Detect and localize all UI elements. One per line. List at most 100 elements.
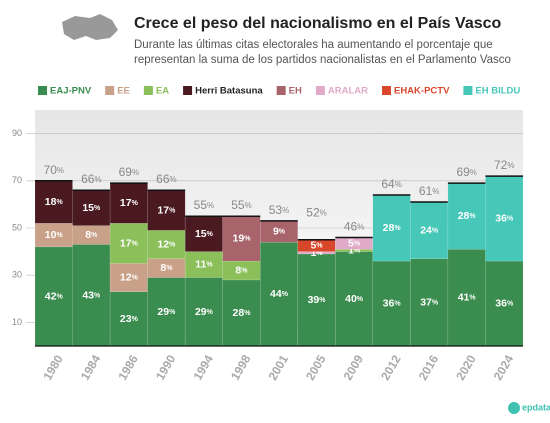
total-label: 46%	[344, 220, 364, 234]
legend-label: EA	[156, 86, 169, 97]
y-tick-label: 90	[12, 128, 22, 138]
map-icon	[62, 14, 118, 40]
value-label: 29%	[195, 306, 214, 318]
value-label: 8%	[85, 229, 98, 241]
bar-segment	[72, 189, 111, 226]
subtitle: representan la suma de los partidos naci…	[134, 54, 511, 66]
value-label: 41%	[458, 291, 477, 303]
x-tick-label: 2005	[303, 352, 329, 382]
legend-label: EHAK-PCTV	[394, 86, 450, 97]
bar-segment	[485, 175, 524, 262]
bar-segment	[147, 189, 186, 231]
legend-label: Herri Batasuna	[195, 86, 263, 97]
y-tick-label: 70	[12, 175, 22, 185]
x-tick-label: 1990	[153, 352, 179, 382]
value-label: 12%	[157, 238, 176, 250]
legend-swatch	[463, 86, 473, 95]
chart-title: Crece el peso del nacionalismo en el Paí…	[134, 15, 502, 32]
total-label: 69%	[456, 165, 476, 179]
value-label: 17%	[157, 204, 176, 216]
value-label: 29%	[157, 306, 176, 318]
x-tick-label: 2024	[491, 352, 517, 382]
x-tick-label: 1980	[40, 352, 66, 382]
y-tick-label: 50	[12, 222, 22, 232]
bar-segment	[485, 260, 524, 347]
legend-swatch	[105, 86, 115, 95]
legend-swatch	[143, 86, 153, 95]
value-label: 17%	[120, 197, 139, 209]
value-label: 36%	[495, 212, 514, 224]
value-label: 17%	[120, 237, 139, 249]
legend-swatch	[381, 86, 391, 95]
bar-segment	[335, 251, 374, 347]
x-tick-label: 1986	[115, 352, 141, 382]
bar-segment	[34, 246, 73, 347]
total-label: 55%	[231, 198, 251, 212]
value-label: 19%	[233, 232, 252, 244]
logo: epdata	[522, 402, 550, 412]
legend-label: EH	[289, 86, 302, 97]
value-label: 5%	[310, 239, 323, 251]
bar-segment	[222, 215, 261, 262]
bar-segment	[147, 230, 186, 259]
value-label: 12%	[120, 271, 139, 283]
value-label: 44%	[270, 288, 289, 300]
x-tick-label: 1998	[228, 352, 254, 382]
bar-segment	[109, 291, 148, 347]
bar-segment	[184, 251, 223, 278]
value-label: 28%	[458, 210, 477, 222]
value-label: 40%	[345, 293, 364, 305]
value-label: 1%	[310, 247, 323, 259]
value-label: 10%	[45, 229, 64, 241]
total-label: 69%	[119, 165, 139, 179]
legend-swatch	[38, 86, 47, 95]
value-label: 9%	[273, 225, 286, 237]
bar-segment	[447, 182, 486, 250]
legend-swatch	[183, 86, 193, 95]
y-tick-label: 10	[12, 317, 22, 327]
value-label: 28%	[383, 222, 402, 234]
total-label: 70%	[44, 163, 64, 177]
total-label: 64%	[381, 177, 401, 191]
value-label: 43%	[82, 289, 101, 301]
bar-segment	[72, 244, 111, 347]
value-label: 36%	[495, 297, 514, 309]
bar-segment	[259, 241, 299, 347]
legend-label: EH BILDU	[475, 86, 520, 97]
value-label: 8%	[160, 262, 173, 274]
value-label: 42%	[45, 290, 64, 302]
subtitle: Durante las últimas citas electorales ha…	[134, 39, 493, 51]
legend-label: ARALAR	[328, 86, 368, 97]
bar-segment	[147, 277, 186, 347]
value-label: 15%	[195, 228, 214, 240]
value-label: 15%	[82, 202, 101, 214]
total-label: 66%	[156, 172, 176, 186]
bar-segment	[410, 201, 449, 259]
bar-segment	[410, 258, 449, 347]
value-label: 39%	[308, 294, 327, 306]
x-tick-label: 2016	[416, 352, 442, 382]
total-label: 72%	[494, 158, 514, 172]
total-label: 61%	[419, 184, 439, 198]
bar-segment	[109, 223, 148, 264]
bar-segment	[222, 279, 261, 347]
x-tick-label: 2001	[266, 352, 292, 382]
total-label: 53%	[269, 203, 289, 217]
value-label: 37%	[420, 296, 439, 308]
legend-label: EE	[117, 86, 130, 97]
total-label: 52%	[306, 205, 326, 219]
value-label: 1%	[348, 244, 361, 256]
value-label: 28%	[233, 307, 252, 319]
x-tick-label: 2009	[341, 352, 367, 382]
value-label: 11%	[195, 258, 213, 270]
legend-swatch	[315, 86, 325, 95]
x-tick-label: 2020	[453, 352, 479, 382]
total-label: 55%	[194, 198, 214, 212]
bar-segment	[447, 248, 486, 347]
x-tick-label: 1984	[78, 352, 104, 382]
legend-swatch	[276, 86, 286, 95]
legend-label: EAJ-PNV	[50, 86, 92, 97]
value-label: 5%	[348, 237, 361, 249]
value-label: 23%	[120, 313, 139, 325]
